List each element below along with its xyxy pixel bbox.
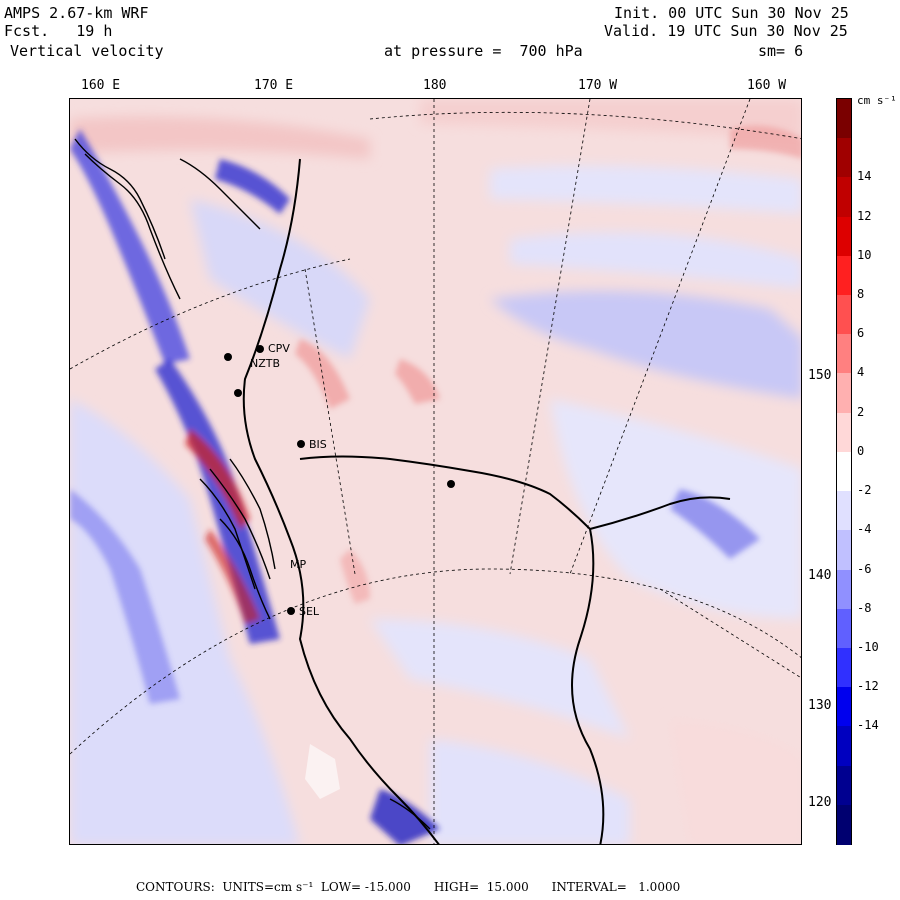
colorbar-tick-label: 2 xyxy=(857,404,865,419)
dense-contours xyxy=(74,138,431,830)
colorbar-segment xyxy=(837,569,851,610)
smoothing-value: sm= 6 xyxy=(758,42,804,60)
colorbar-tick-label: 6 xyxy=(857,326,865,341)
colorbar-segment xyxy=(837,216,851,257)
upward-patches xyxy=(295,125,801,604)
colorbar-segment xyxy=(837,177,851,218)
lon-label-170w: 170 W xyxy=(578,78,618,93)
colorbar-tick-label: -4 xyxy=(857,522,872,537)
colorbar-tick-label: 14 xyxy=(857,169,872,184)
station-label-nztb: NZTB xyxy=(250,357,281,370)
colorbar-segment xyxy=(837,451,851,492)
land-patch xyxy=(305,744,340,799)
model-title: AMPS 2.67-km WRF xyxy=(4,4,149,22)
colorbar-tick-label: -12 xyxy=(857,679,879,694)
lon-label-160w: 160 W xyxy=(747,78,787,93)
colorbar-segment xyxy=(837,99,851,139)
colorbar-tick-label: -10 xyxy=(857,639,879,654)
map-canvas xyxy=(70,99,801,844)
lon-label-160e: 160 E xyxy=(81,78,121,93)
colorbar-units: cm s⁻¹ xyxy=(857,94,897,107)
colorbar-tick-label: 12 xyxy=(857,208,872,223)
contour-info: CONTOURS: UNITS=cm s⁻¹ LOW= -15.000 HIGH… xyxy=(136,880,681,894)
forecast-hour: Fcst. 19 h xyxy=(4,22,113,40)
coastline xyxy=(242,158,731,844)
colorbar-tick-label: -6 xyxy=(857,561,872,576)
field-shading xyxy=(70,99,801,844)
colorbar-tick-label: 10 xyxy=(857,247,872,262)
colorbar-segment xyxy=(837,765,851,806)
colorbar xyxy=(836,98,852,845)
colorbar-tick-label: 0 xyxy=(857,443,865,458)
colorbar-segment xyxy=(837,608,851,649)
colorbar-segment xyxy=(837,687,851,727)
colorbar-segment xyxy=(837,491,851,531)
colorbar-segment xyxy=(837,647,851,688)
colorbar-segment xyxy=(837,334,851,375)
lon-label-180: 180 xyxy=(423,78,447,93)
vertical-velocity-map xyxy=(69,98,802,845)
colorbar-segment xyxy=(837,726,851,767)
station-label-bis: BIS xyxy=(309,438,327,451)
init-time: Init. 00 UTC Sun 30 Nov 25 xyxy=(614,4,849,22)
colorbar-segment xyxy=(837,530,851,571)
colorbar-segment xyxy=(837,373,851,414)
station-label-cpv: CPV xyxy=(268,342,290,355)
colorbar-segment xyxy=(837,804,851,845)
mountain-wave-cells xyxy=(70,129,760,844)
station-label-sel: SEL xyxy=(299,605,320,618)
colorbar-tick-label: 8 xyxy=(857,287,865,302)
colorbar-segment xyxy=(837,295,851,335)
station-label-mp: MP xyxy=(290,558,307,571)
pressure-level: at pressure = 700 hPa xyxy=(384,42,583,60)
lon-label-170e: 170 E xyxy=(254,78,294,93)
valid-time: Valid. 19 UTC Sun 30 Nov 25 xyxy=(604,22,848,40)
colorbar-tick-label: -14 xyxy=(857,718,879,733)
colorbar-segment xyxy=(837,412,851,453)
field-name: Vertical velocity xyxy=(10,42,164,60)
graticule xyxy=(70,99,801,844)
colorbar-tick-label: -8 xyxy=(857,600,872,615)
colorbar-tick-label: 4 xyxy=(857,365,865,380)
colorbar-segment xyxy=(837,138,851,178)
colorbar-segment xyxy=(837,255,851,296)
colorbar-tick-label: -2 xyxy=(857,483,872,498)
